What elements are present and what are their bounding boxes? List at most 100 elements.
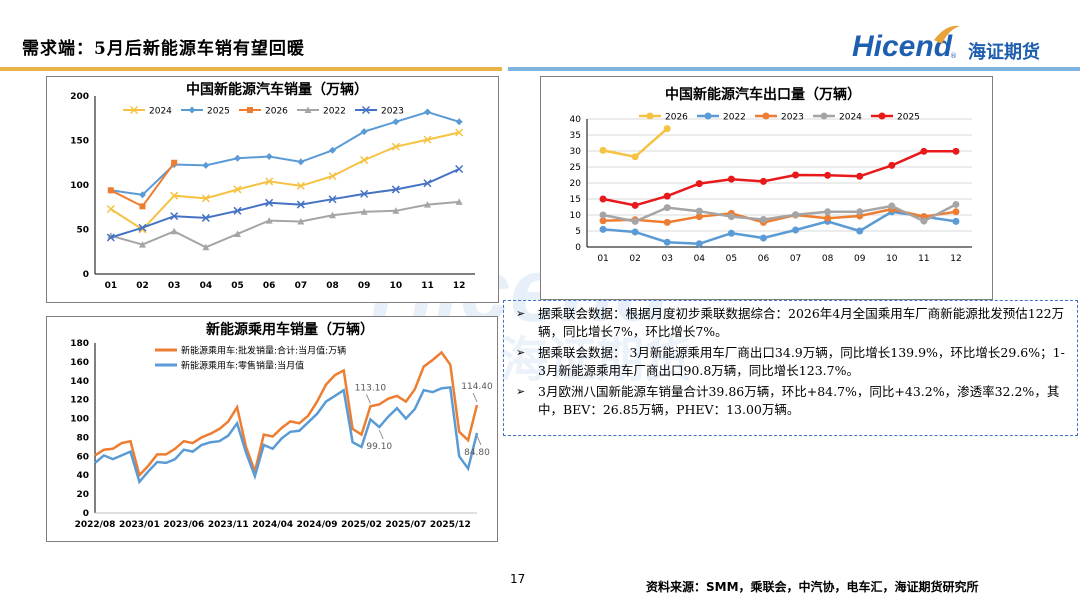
data-point bbox=[455, 164, 464, 174]
data-point bbox=[392, 207, 400, 214]
data-point bbox=[824, 208, 832, 216]
data-point bbox=[695, 213, 703, 221]
data-point bbox=[695, 180, 703, 188]
data-point bbox=[856, 172, 864, 180]
data-point bbox=[631, 201, 639, 209]
x-tick-label: 2024/04 bbox=[252, 520, 293, 530]
data-point bbox=[599, 195, 607, 203]
data-point bbox=[759, 234, 767, 242]
data-point bbox=[329, 146, 336, 154]
series-3 bbox=[599, 200, 960, 225]
x-tick-label: 07 bbox=[790, 254, 801, 264]
series-4 bbox=[106, 164, 464, 242]
data-point bbox=[424, 201, 431, 208]
x-tick-label: 2023/11 bbox=[208, 520, 249, 530]
y-tick-label: 140 bbox=[70, 377, 89, 387]
data-point bbox=[631, 217, 639, 225]
x-tick-label: 10 bbox=[390, 281, 403, 291]
data-point bbox=[695, 207, 703, 215]
data-point bbox=[695, 240, 703, 248]
data-point bbox=[423, 179, 432, 188]
data-point bbox=[631, 153, 639, 161]
series-1 bbox=[94, 386, 479, 485]
data-point bbox=[759, 215, 767, 223]
data-point bbox=[792, 226, 800, 234]
data-point bbox=[599, 146, 607, 154]
x-tick-label: 2022/08 bbox=[75, 520, 116, 530]
chart-nev-sales-svg: 中国新能源汽车销量（万辆） 0 50 100 150 200 01 02 03 04 05 06 07 0… bbox=[70, 81, 475, 291]
data-point bbox=[265, 153, 273, 161]
data-point bbox=[824, 171, 832, 179]
legend-marker bbox=[878, 112, 886, 120]
series-line bbox=[602, 207, 957, 224]
data-point bbox=[631, 228, 639, 236]
data-point bbox=[888, 161, 896, 169]
x-tick-label: 04 bbox=[694, 254, 706, 264]
legend-label: 2025 bbox=[897, 113, 920, 123]
data-point bbox=[171, 159, 178, 166]
y-tick-label: 150 bbox=[70, 137, 89, 147]
data-point bbox=[856, 227, 864, 235]
data-point bbox=[920, 147, 928, 155]
data-point bbox=[360, 128, 368, 136]
data-point bbox=[599, 225, 607, 233]
x-tick-label: 04 bbox=[200, 281, 213, 291]
x-tick-label: 11 bbox=[918, 254, 929, 264]
data-point bbox=[297, 217, 305, 225]
data-point bbox=[296, 181, 305, 190]
data-point bbox=[201, 194, 210, 203]
series-line bbox=[110, 168, 460, 239]
y-tick-label: 20 bbox=[570, 179, 582, 189]
series-0 bbox=[94, 350, 479, 478]
series-line bbox=[602, 203, 957, 223]
logo-wordmark: Hicend bbox=[852, 30, 953, 63]
chart-nev-passenger: 新能源乘用车销量（万辆） 0 20 40 60 80 100 120 140 160 180 2022… bbox=[46, 316, 498, 542]
note-item: ➢ 据乘联会数据：根据月度初步乘联数据综合：2026年4月全国乘用车厂商新能源批… bbox=[516, 305, 1067, 341]
data-point bbox=[391, 142, 400, 151]
legend-label: 2024 bbox=[149, 107, 172, 117]
data-point bbox=[139, 191, 146, 199]
data-point bbox=[234, 230, 241, 237]
data-point bbox=[391, 185, 400, 194]
data-point bbox=[329, 211, 336, 219]
x-tick-label: 07 bbox=[295, 281, 308, 291]
data-point bbox=[201, 213, 210, 222]
data-point bbox=[663, 125, 671, 133]
x-tick-label: 10 bbox=[886, 254, 898, 264]
data-point bbox=[328, 195, 337, 204]
y-tick-label: 60 bbox=[76, 452, 89, 462]
chart-nev-sales: 中国新能源汽车销量（万辆） 0 50 100 150 200 01 02 03 04 05 06 07 0… bbox=[46, 76, 499, 303]
series-2 bbox=[599, 205, 960, 226]
data-point bbox=[297, 158, 305, 166]
data-point bbox=[170, 227, 178, 235]
data-point bbox=[455, 118, 463, 126]
x-tick-label: 03 bbox=[168, 281, 181, 291]
chart-nev-exports: 中国新能源汽车出口量（万辆） 0 5 10 15 20 25 30 35 40 01 02 03 04 05… bbox=[540, 76, 993, 300]
data-point bbox=[360, 208, 368, 215]
data-point bbox=[170, 191, 179, 200]
series-4 bbox=[599, 147, 960, 209]
x-tick-label: 08 bbox=[822, 254, 834, 264]
x-tick-label: 08 bbox=[326, 281, 339, 291]
data-point bbox=[423, 135, 432, 144]
legend-marker bbox=[361, 105, 371, 115]
data-point bbox=[599, 211, 607, 219]
data-point bbox=[328, 172, 337, 181]
legend-marker bbox=[247, 107, 253, 113]
x-tick-label: 2025/07 bbox=[385, 520, 426, 530]
data-point bbox=[265, 177, 274, 186]
series-1 bbox=[107, 108, 463, 199]
source-note: 资料来源：SMM，乘联会，中汽协，电车汇，海证期货研究所 bbox=[646, 580, 979, 594]
data-point bbox=[824, 214, 832, 222]
legend-label: 2025 bbox=[207, 107, 230, 117]
y-tick-label: 40 bbox=[76, 471, 89, 481]
data-point bbox=[599, 217, 607, 225]
note-item: ➢ 据乘联会数据： 3月新能源乘用车厂商出口34.9万辆，同比增长139.9%，… bbox=[516, 344, 1067, 380]
legend-label: 2022 bbox=[723, 113, 746, 123]
data-point bbox=[952, 217, 960, 225]
legend-label: 2023 bbox=[381, 107, 404, 117]
legend-marker bbox=[704, 112, 712, 120]
data-point bbox=[107, 187, 114, 194]
logo-chinese: 海证期货 bbox=[968, 42, 1040, 63]
legend-marker bbox=[762, 112, 770, 120]
